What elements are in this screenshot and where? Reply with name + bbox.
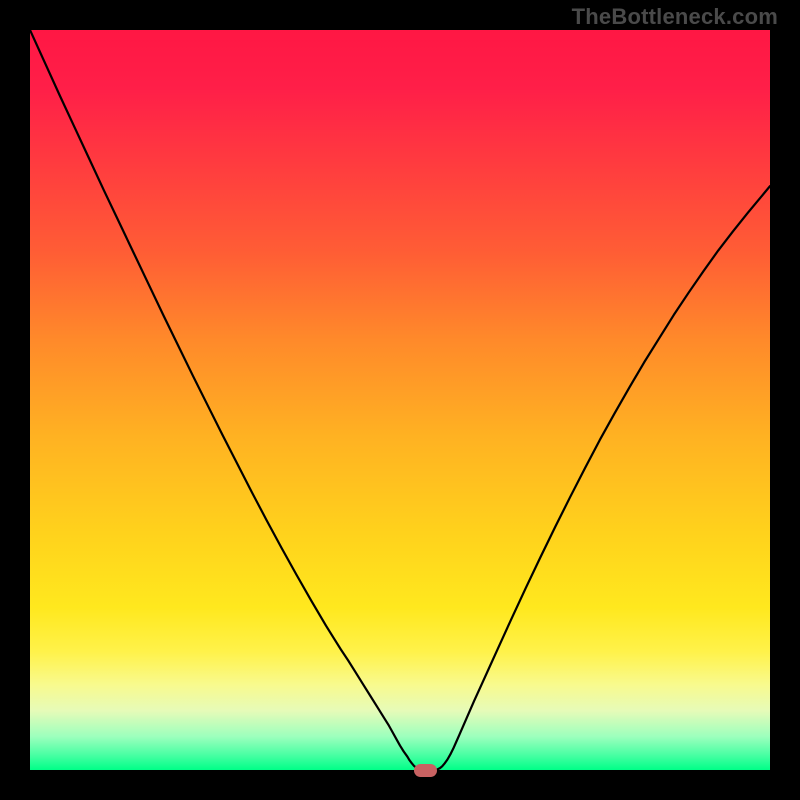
chart-frame: TheBottleneck.com <box>0 0 800 800</box>
plot-area <box>30 30 770 770</box>
minimum-marker <box>414 764 437 777</box>
watermark-text: TheBottleneck.com <box>572 4 778 30</box>
curve-svg <box>30 30 770 770</box>
bottleneck-curve <box>30 30 770 770</box>
